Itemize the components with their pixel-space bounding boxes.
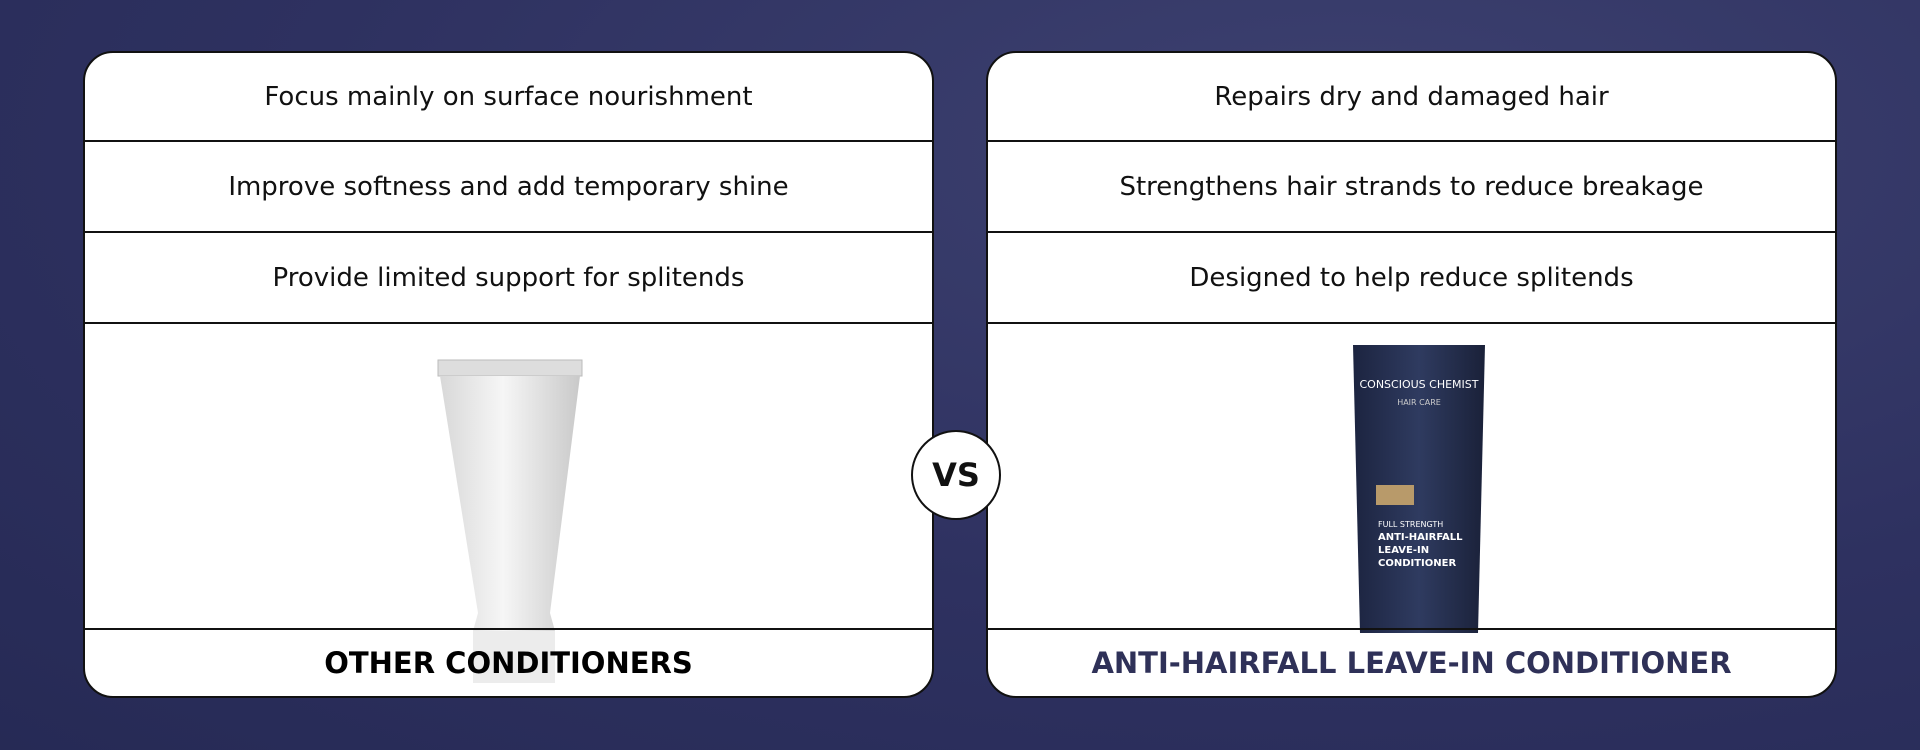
product-name: LEAVE-IN [1378, 545, 1429, 556]
point: Repairs dry and damaged hair [988, 53, 1835, 142]
card-product: Repairs dry and damaged hair Strengthens… [986, 51, 1837, 698]
point: Designed to help reduce splitends [988, 233, 1835, 324]
card-title: OTHER CONDITIONERS [85, 628, 932, 696]
strength: FULL STRENGTH [1378, 520, 1443, 529]
line: HAIR CARE [1397, 398, 1441, 407]
brand: CONSCIOUS CHEMIST [1359, 378, 1478, 391]
card-other: Focus mainly on surface nourishment Impr… [83, 51, 934, 698]
plain-tube [437, 359, 583, 683]
card-title: ANTI-HAIRFALL LEAVE-IN CONDITIONER [988, 628, 1835, 696]
product-tube: CONSCIOUS CHEMIST HAIR CARE FULL STRENGT… [1353, 345, 1485, 633]
point: Improve softness and add temporary shine [85, 142, 932, 233]
point: Strengthens hair strands to reduce break… [988, 142, 1835, 233]
point: Provide limited support for splitends [85, 233, 932, 324]
product-name: ANTI-HAIRFALL [1378, 532, 1463, 543]
point: Focus mainly on surface nourishment [85, 53, 932, 142]
vs-badge: VS [911, 430, 1001, 520]
product-name: CONDITIONER [1378, 558, 1456, 569]
